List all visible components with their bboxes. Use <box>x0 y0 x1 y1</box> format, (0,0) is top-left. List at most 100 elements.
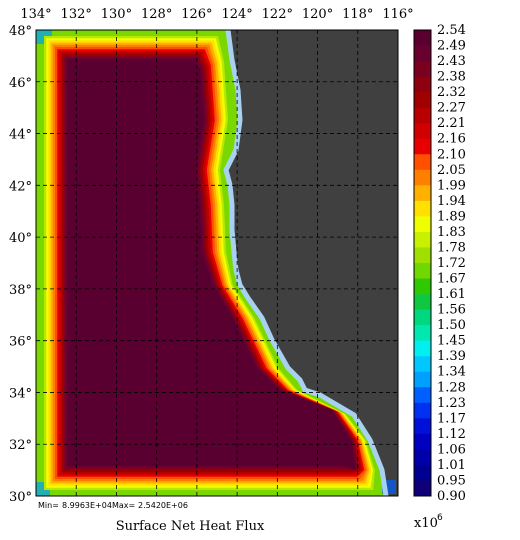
colorbar-swatch <box>414 294 431 311</box>
map-panel <box>36 30 398 496</box>
colorbar-swatch <box>414 107 431 124</box>
colorbar-tick-label: 1.23 <box>437 396 466 411</box>
lon-tick-label: 122° <box>262 7 293 22</box>
lat-tick-label: 44° <box>9 128 32 143</box>
colorbar-swatch <box>414 45 431 62</box>
colorbar-swatch <box>414 309 431 326</box>
lat-lon-grid <box>36 30 398 496</box>
colorbar-tick-label: 1.56 <box>437 303 466 318</box>
colorbar-swatch <box>414 325 431 342</box>
colorbar-tick-label: 1.78 <box>437 240 466 255</box>
land-mass <box>226 30 398 496</box>
lon-tick-label: 130° <box>101 7 132 22</box>
colorbar-tick-label: 1.89 <box>437 209 466 224</box>
colorbar-tick-label: 1.72 <box>437 256 466 271</box>
lon-tick-label: 116° <box>382 7 413 22</box>
colorbar-tick-label: 2.27 <box>437 101 466 116</box>
colorbar-swatch <box>414 169 431 186</box>
min-label: Min= <box>38 501 59 510</box>
colorbar-swatch <box>414 216 431 233</box>
colorbar-tick-label: 1.50 <box>437 318 466 333</box>
colorbar-tick-label: 2.32 <box>437 85 466 100</box>
colorbar-tick-label: 1.99 <box>437 178 466 193</box>
lat-tick-label: 42° <box>9 179 32 194</box>
coastline <box>223 30 389 496</box>
longitude-labels: 134° 132° 130° 128° 126° 124° 122° 120° 118° 116° <box>20 7 413 22</box>
heat-flux-field <box>36 30 396 496</box>
colorbar-swatch <box>414 480 431 497</box>
colorbar-swatch <box>414 200 431 217</box>
colorbar-swatch <box>414 371 431 388</box>
colorbar-swatch <box>414 418 431 435</box>
map-title: Surface Net Heat Flux <box>116 519 265 534</box>
colorbar-tick-label: 1.45 <box>437 334 466 349</box>
colorbar-tick-label: 2.16 <box>437 132 466 147</box>
colorbar-exponent: 6 <box>437 513 443 523</box>
colorbar-tick-label: 1.06 <box>437 442 466 457</box>
colorbar-swatch <box>414 231 431 248</box>
colorbar-swatch <box>414 278 431 295</box>
colorbar-swatch <box>414 30 431 47</box>
lon-tick-label: 118° <box>342 7 373 22</box>
colorbar-tick-label: 2.38 <box>437 70 466 85</box>
latitude-labels: 48° 46° 44° 42° 40° 38° 36° 34° 32° 30° <box>9 24 32 505</box>
lon-tick-label: 126° <box>181 7 212 22</box>
colorbar-swatch <box>414 449 431 466</box>
colorbar-tick-label: 0.90 <box>437 489 466 504</box>
colorbar-swatch <box>414 61 431 78</box>
map-frame <box>35 29 399 497</box>
lat-tick-label: 40° <box>9 231 32 246</box>
colorbar-swatch <box>414 76 431 93</box>
lat-tick-label: 32° <box>9 438 32 453</box>
lon-tick-label: 120° <box>302 7 333 22</box>
colorbar-tick-label: 2.54 <box>437 23 466 38</box>
colorbar-tick-label: 2.10 <box>437 147 466 162</box>
colorbar-swatch <box>414 402 431 419</box>
colorbar-tick-label: 2.43 <box>437 54 466 69</box>
lat-tick-label: 34° <box>9 386 32 401</box>
lat-tick-label: 38° <box>9 283 32 298</box>
colorbar-swatch <box>414 263 431 280</box>
lat-tick-label: 36° <box>9 335 32 350</box>
colorbar-swatch <box>414 138 431 155</box>
colorbar-swatch <box>414 247 431 264</box>
lon-tick-label: 128° <box>141 7 172 22</box>
lat-tick-label: 48° <box>9 24 32 39</box>
max-value: 2.5420E+06 <box>138 501 188 510</box>
lat-tick-label: 46° <box>9 76 32 91</box>
colorbar-tick-label: 1.28 <box>437 380 466 395</box>
colorbar-tick-label: 1.61 <box>437 287 466 302</box>
colorbar-tick-label: 1.01 <box>437 458 466 473</box>
colorbar-swatch <box>414 464 431 481</box>
colorbar-swatch <box>414 340 431 357</box>
colorbar-tick-label: 2.49 <box>437 39 466 54</box>
lat-tick-label: 30° <box>9 490 32 505</box>
max-label: Max= <box>112 501 135 510</box>
colorbar: 2.542.492.432.382.322.272.212.162.102.05… <box>413 23 466 504</box>
lon-tick-label: 124° <box>221 7 252 22</box>
colorbar-swatch <box>414 433 431 450</box>
colorbar-tick-label: 1.39 <box>437 349 466 364</box>
colorbar-tick-label: 1.12 <box>437 427 466 442</box>
colorbar-tick-label: 2.05 <box>437 163 466 178</box>
colorbar-tick-label: 0.95 <box>437 473 466 488</box>
colorbar-tick-label: 1.34 <box>437 365 466 380</box>
colorbar-tick-label: 1.17 <box>437 411 466 426</box>
lon-tick-label: 132° <box>61 7 92 22</box>
colorbar-exponent-base: x10 <box>414 516 438 531</box>
colorbar-tick-label: 1.94 <box>437 194 466 209</box>
colorbar-swatch <box>414 356 431 373</box>
colorbar-tick-label: 1.83 <box>437 225 466 240</box>
colorbar-swatch <box>414 123 431 140</box>
min-value: 8.9963E+04 <box>62 501 112 510</box>
colorbar-tick-label: 1.67 <box>437 272 466 287</box>
colorbar-frame <box>413 29 432 497</box>
colorbar-swatch <box>414 154 431 171</box>
lon-tick-label: 134° <box>20 7 51 22</box>
colorbar-swatch <box>414 387 431 404</box>
colorbar-swatch <box>414 92 431 109</box>
field-band <box>68 60 356 470</box>
colorbar-tick-label: 2.21 <box>437 116 466 131</box>
colorbar-swatch <box>414 185 431 202</box>
